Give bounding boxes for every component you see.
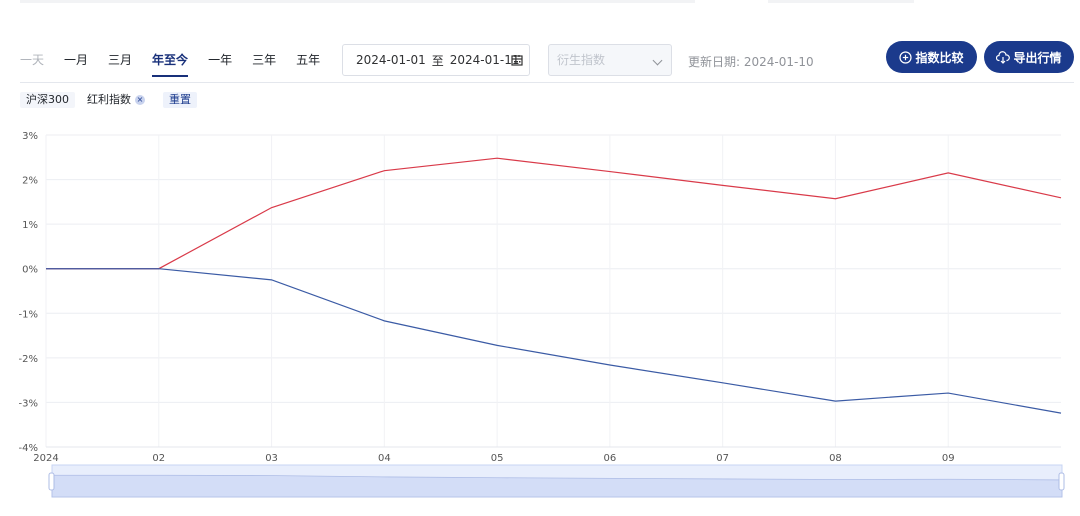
y-tick-label: -4% [19,443,38,454]
chip-dividend-label: 红利指数 [87,93,131,106]
series-line-0 [46,157,1062,270]
cloud-download-icon [996,50,1011,64]
date-start[interactable]: 2024-01-01 [356,53,426,67]
x-tick-label: 2024 [33,453,58,464]
plus-circle-icon [899,50,913,64]
x-tick-label: 02 [152,453,165,464]
series-line-1 [46,268,1062,414]
x-tick-label: 08 [829,453,842,464]
range-tab-0[interactable]: 一天 [20,53,45,67]
close-icon[interactable]: × [135,95,145,105]
derivative-index-select[interactable]: 衍生指数 [548,44,672,76]
date-end[interactable]: 2024-01-11 [449,53,520,67]
date-range-picker[interactable]: 2024-01-01 至 2024-01-11 [342,44,530,76]
reset-button[interactable]: 重置 [163,92,197,108]
x-tick-label: 03 [265,453,278,464]
y-tick-label: -2% [19,354,38,365]
compare-index-button[interactable]: 指数比较 [886,41,977,73]
top-strip [20,0,695,3]
date-separator: 至 [431,53,444,68]
chart-toolbar: 一天 一月 三月 年至今 一年 三年 五年 2024-01-01 至 2024-01-11 … [0,40,1080,82]
y-tick-label: 2% [22,176,38,187]
x-tick-label: 06 [604,453,617,464]
y-tick-label: 0% [22,265,38,276]
zoom-handle-left[interactable] [48,472,55,491]
y-tick-label: -3% [19,398,38,409]
update-date: 更新日期: 2024-01-10 [688,55,814,69]
y-tick-label: -1% [19,309,38,320]
x-tick-label: 05 [491,453,504,464]
toolbar-divider [20,82,1074,83]
range-tab-5[interactable]: 三年 [252,53,277,67]
y-tick-label: 3% [22,131,38,142]
compare-button-label: 指数比较 [915,50,964,65]
range-tab-3[interactable]: 年至今 [152,53,189,77]
range-tabs: 一天 一月 三月 年至今 一年 三年 五年 [20,52,340,77]
chip-index-hs300: 沪深300 [20,92,75,108]
x-tick-label: 07 [716,453,729,464]
y-tick-label: 1% [22,220,38,231]
range-tab-6[interactable]: 五年 [296,53,321,67]
chip-index-dividend: 红利指数 × [83,92,149,108]
calendar-icon[interactable] [511,54,523,66]
derivative-select-placeholder: 衍生指数 [557,53,606,67]
chevron-down-icon [652,55,663,66]
export-button-label: 导出行情 [1013,50,1062,65]
x-tick-label: 09 [942,453,955,464]
range-tab-4[interactable]: 一年 [208,53,233,67]
index-chips: 沪深300 红利指数 × 重置 [20,92,205,108]
range-tab-2[interactable]: 三月 [108,53,133,67]
zoom-handle-right[interactable] [1058,472,1065,491]
range-tab-1[interactable]: 一月 [64,53,89,67]
export-quotes-button[interactable]: 导出行情 [984,41,1074,73]
x-tick-label: 04 [378,453,391,464]
line-chart: 3% 2% 1% 0% -1% -2% -3% -4%2024 02 03 04 05 06 07 08 09 [19,131,1065,498]
top-strip-right [768,0,914,3]
